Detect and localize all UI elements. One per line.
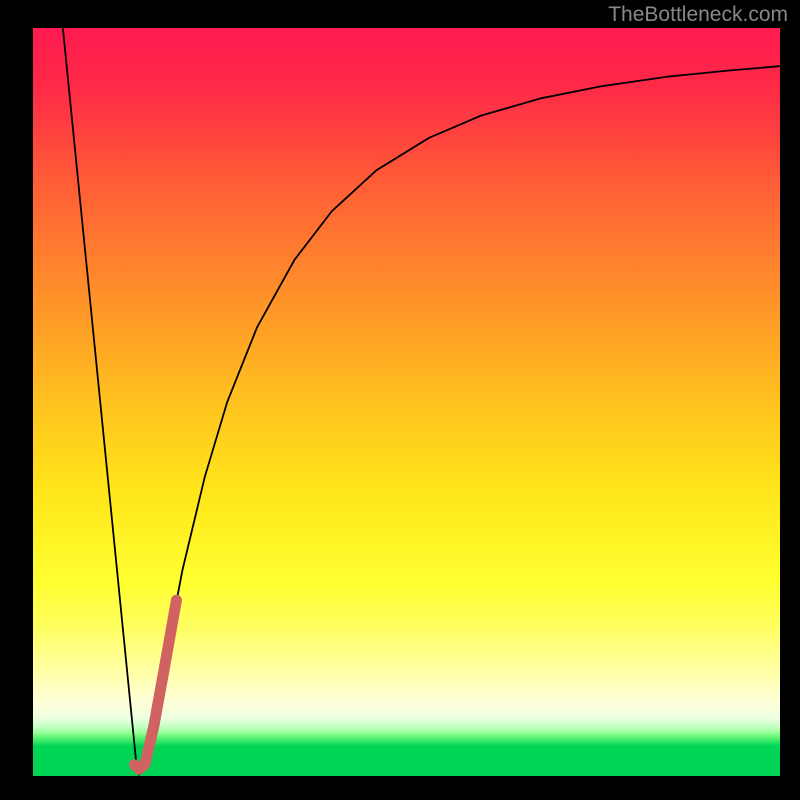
- plot-area: [33, 28, 780, 776]
- watermark-text: TheBottleneck.com: [608, 3, 788, 27]
- highlight-segment: [135, 600, 177, 769]
- curve-layer: [33, 28, 780, 776]
